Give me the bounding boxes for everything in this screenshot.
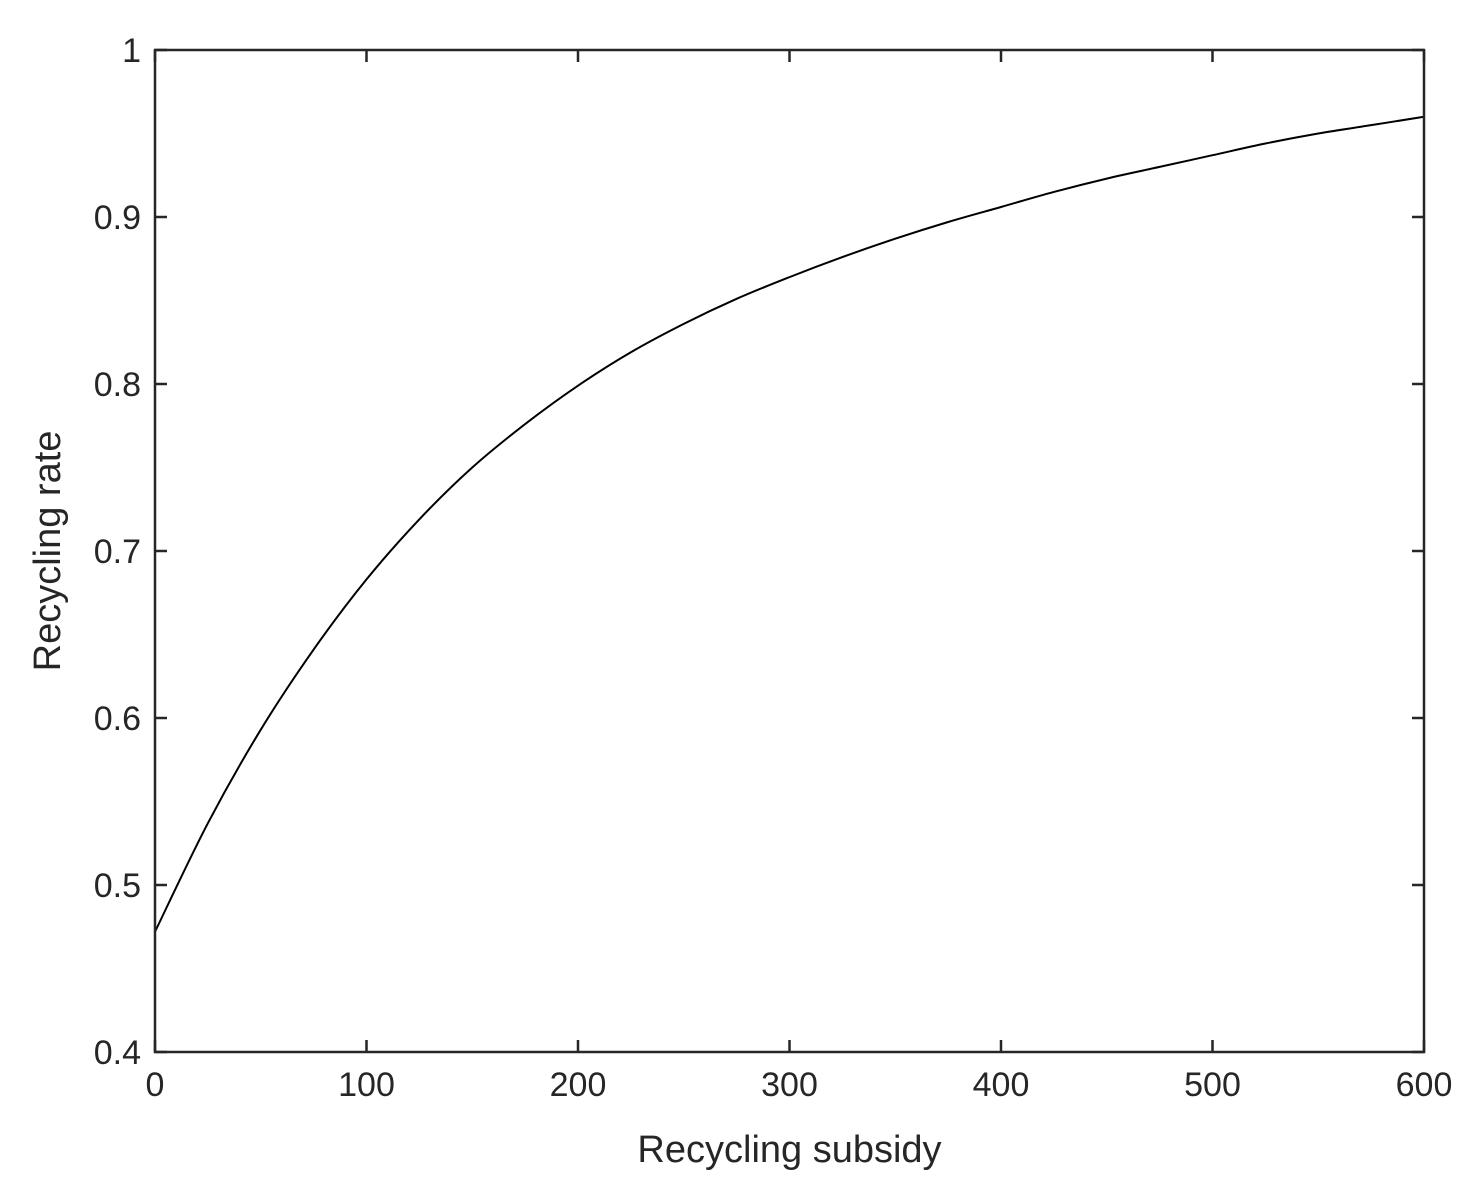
x-tick-label: 600 [1396, 1066, 1453, 1104]
y-tick-label: 0.5 [94, 867, 141, 905]
x-tick-label: 0 [146, 1066, 165, 1104]
tick-label-layer: 0 100 200 300 400 500 600 0.4 0.5 0.6 0.7 0.8 0.9 1 [94, 32, 1453, 1104]
x-tick-label: 300 [761, 1066, 818, 1104]
x-tick-label: 200 [550, 1066, 607, 1104]
plot-area [155, 50, 1424, 1052]
y-tick-label: 0.8 [94, 366, 141, 404]
y-tick-label: 0.7 [94, 533, 141, 571]
y-axis-label: Recycling rate [27, 431, 69, 672]
axes-box [153, 48, 1426, 1054]
series-line-0 [154, 115, 1425, 933]
x-tick-label: 400 [973, 1066, 1030, 1104]
y-tick-label: 0.4 [94, 1034, 141, 1072]
y-tick-label: 1 [122, 32, 141, 70]
x-tick-label: 500 [1184, 1066, 1241, 1104]
y-tick-label: 0.9 [94, 199, 141, 237]
x-axis-label: Recycling subsidy [637, 1129, 941, 1171]
y-tick-label: 0.6 [94, 700, 141, 738]
x-tick-label: 100 [338, 1066, 395, 1104]
curve-layer [154, 115, 1425, 933]
